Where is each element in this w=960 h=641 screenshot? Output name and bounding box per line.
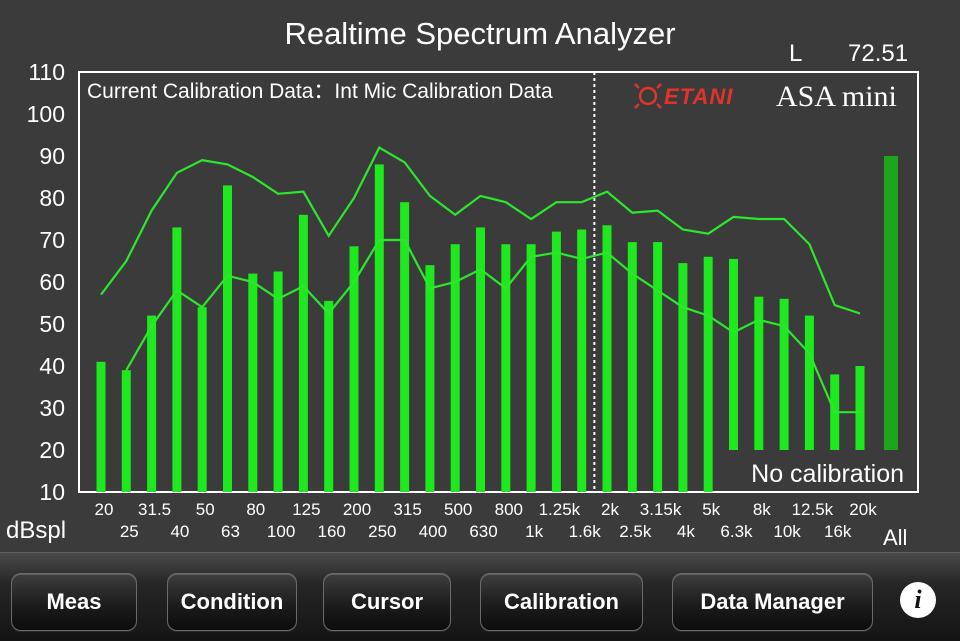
band-bar bbox=[121, 370, 131, 492]
x-tick-label: 630 bbox=[469, 522, 497, 541]
x-tick-label: 25 bbox=[120, 522, 139, 541]
y-tick-label: 90 bbox=[39, 143, 65, 169]
x-tick-label: 3.15k bbox=[640, 500, 682, 519]
band-bar bbox=[425, 265, 435, 492]
band-bar bbox=[172, 227, 182, 492]
band-bar bbox=[577, 229, 587, 492]
x-tick-label: 1k bbox=[525, 522, 543, 541]
x-tick-label: 20 bbox=[95, 500, 114, 519]
x-tick-label: 40 bbox=[170, 522, 189, 541]
band-bar bbox=[855, 366, 865, 450]
bottom-toolbar: Meas Condition Cursor Calibration Data M… bbox=[0, 552, 960, 641]
calibration-button[interactable]: Calibration bbox=[480, 573, 643, 631]
x-tick-label: 250 bbox=[368, 522, 396, 541]
band-bar bbox=[248, 273, 258, 492]
spectrum-chart: 10 20 30 40 50 60 70 80 90 100 110 20 25 31.5 40 50 63 8… bbox=[27, 59, 919, 541]
band-bar bbox=[703, 256, 713, 492]
x-tick-label: 16k bbox=[824, 522, 852, 541]
x-tick-label: 315 bbox=[393, 500, 421, 519]
x-tick-label: 10k bbox=[773, 522, 801, 541]
band-bar bbox=[349, 246, 359, 492]
x-tick-label: 2k bbox=[601, 500, 619, 519]
band-bar bbox=[298, 214, 308, 493]
x-tick-label: 80 bbox=[246, 500, 265, 519]
band-bar bbox=[653, 242, 663, 492]
channel-indicator: L bbox=[789, 40, 803, 67]
x-tick-label: 8k bbox=[753, 500, 771, 519]
band-bar bbox=[197, 307, 207, 492]
y-tick-label: 110 bbox=[28, 59, 65, 85]
x-tick-label: 400 bbox=[419, 522, 447, 541]
calibration-info: Current Calibration Data：Int Mic Calibra… bbox=[87, 80, 553, 103]
x-tick-label: 160 bbox=[318, 522, 346, 541]
plot-frame bbox=[78, 71, 919, 493]
y-tick-label: 60 bbox=[39, 269, 65, 295]
band-bar bbox=[627, 242, 637, 492]
y-tick-label: 30 bbox=[39, 395, 65, 421]
y-tick-label: 70 bbox=[39, 227, 65, 253]
all-band-label: All bbox=[883, 525, 908, 550]
meas-button[interactable]: Meas bbox=[11, 573, 137, 631]
band-bars bbox=[96, 164, 865, 493]
x-tick-label: 2.5k bbox=[619, 522, 652, 541]
product-name: ASA mini bbox=[776, 80, 897, 113]
y-tick-label: 10 bbox=[39, 479, 65, 505]
y-tick-label: 20 bbox=[39, 437, 65, 463]
all-band-bar bbox=[884, 156, 898, 450]
x-tick-label: 31.5 bbox=[138, 500, 171, 519]
y-tick-label: 40 bbox=[39, 353, 65, 379]
x-tick-label: 4k bbox=[677, 522, 695, 541]
y-tick-label: 80 bbox=[39, 185, 65, 211]
band-bar bbox=[324, 300, 334, 492]
x-tick-label: 125 bbox=[292, 500, 320, 519]
band-bar bbox=[501, 244, 511, 492]
etani-mark-icon bbox=[634, 83, 662, 109]
band-bar bbox=[96, 361, 106, 492]
band-bar bbox=[400, 202, 410, 492]
condition-button[interactable]: Condition bbox=[167, 573, 297, 631]
x-tick-label: 1.25k bbox=[539, 500, 581, 519]
band-bar bbox=[779, 298, 789, 450]
band-bar bbox=[223, 185, 232, 492]
x-tick-label: 20k bbox=[849, 500, 877, 519]
band-bar bbox=[147, 315, 157, 492]
cursor-button[interactable]: Cursor bbox=[323, 573, 451, 631]
overall-level-readout: 72.51 bbox=[848, 40, 909, 67]
x-tick-label: 1.6k bbox=[569, 522, 602, 541]
data-manager-button[interactable]: Data Manager bbox=[672, 573, 873, 631]
band-bar bbox=[754, 296, 764, 450]
etani-wordmark: ETANI bbox=[664, 84, 733, 109]
unit-label: dBspl bbox=[6, 517, 67, 544]
band-bar bbox=[602, 225, 612, 493]
x-tick-label: 50 bbox=[196, 500, 215, 519]
max-hold-line bbox=[100, 146, 861, 315]
band-bar bbox=[804, 315, 814, 450]
no-calibration-label: No calibration bbox=[751, 460, 904, 488]
y-axis-ticks: 10 20 30 40 50 60 70 80 90 100 110 bbox=[27, 59, 65, 505]
x-tick-label: 500 bbox=[444, 500, 472, 519]
x-tick-label: 12.5k bbox=[792, 500, 834, 519]
band-bar bbox=[476, 227, 485, 492]
band-bar bbox=[374, 164, 384, 492]
x-tick-label: 5k bbox=[702, 500, 720, 519]
x-tick-label: 63 bbox=[221, 522, 240, 541]
band-bar bbox=[273, 271, 283, 492]
x-tick-label: 200 bbox=[343, 500, 371, 519]
band-bar bbox=[526, 244, 536, 492]
y-tick-label: 50 bbox=[39, 311, 65, 337]
etani-logo: ETANI ASA mini bbox=[634, 80, 897, 113]
x-tick-label: 800 bbox=[495, 500, 523, 519]
min-hold-line bbox=[125, 238, 860, 414]
band-bar bbox=[450, 244, 460, 492]
x-tick-label: 6.3k bbox=[720, 522, 753, 541]
x-tick-label: 100 bbox=[267, 522, 295, 541]
info-icon[interactable]: i bbox=[900, 582, 936, 618]
band-bar bbox=[551, 231, 561, 492]
y-tick-label: 100 bbox=[27, 101, 65, 127]
band-bar bbox=[729, 258, 738, 450]
page-title: Realtime Spectrum Analyzer bbox=[284, 16, 676, 51]
band-bar bbox=[678, 263, 688, 492]
